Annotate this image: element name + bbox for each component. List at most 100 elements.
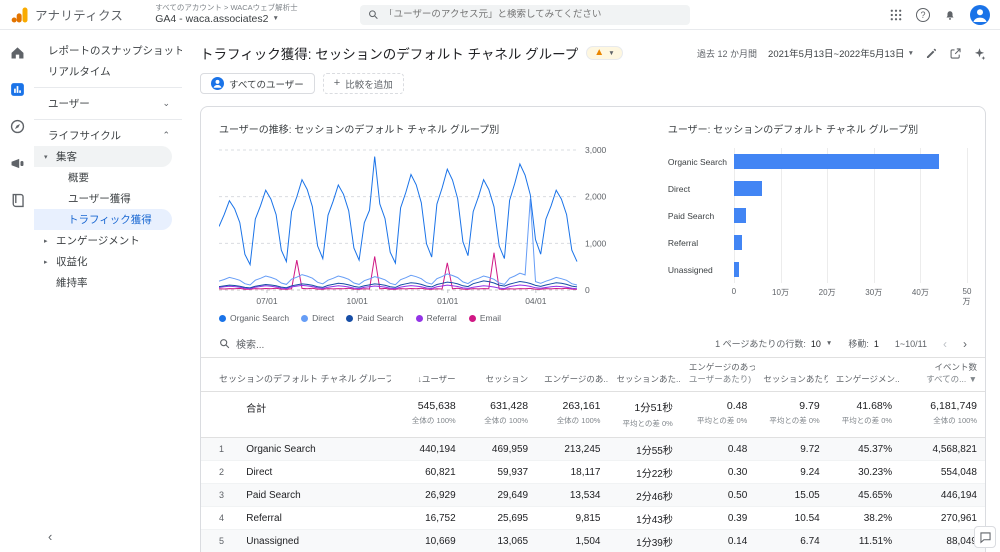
sidebar-item-traffic-acquisition[interactable]: トラフィック獲得 xyxy=(34,209,172,230)
bar-row xyxy=(734,202,967,229)
date-range-selector[interactable]: 2021年5月13日~2022年5月13日 ▼ xyxy=(768,46,914,60)
column-header[interactable]: セッションあた... xyxy=(608,358,680,392)
charts-row: ユーザーの推移: セッションのデフォルト チャネル グループ別 01,0002,… xyxy=(201,107,985,325)
column-header[interactable]: イベント数すべての... ▼ xyxy=(900,358,985,392)
date-preset-label: 過去 12 か月間 xyxy=(697,47,757,60)
search-icon xyxy=(368,9,378,20)
table-row: 5Unassigned10,66913,0651,5041分39秒0.146.7… xyxy=(201,530,985,552)
property-name: GA4 - waca.associates2 xyxy=(155,13,268,25)
cell-value: 15.05 xyxy=(755,484,827,507)
bar xyxy=(734,235,742,250)
sidebar-item-overview[interactable]: 概要 xyxy=(34,167,182,188)
sidebar-item-realtime[interactable]: リアルタイム xyxy=(34,61,182,82)
cell-value: 11.51% xyxy=(828,530,900,552)
sidebar-item-acquisition[interactable]: ▾ 集客 xyxy=(34,146,172,167)
legend-item[interactable]: Paid Search xyxy=(346,313,403,323)
x-axis-tick-label: 10/01 xyxy=(347,296,369,306)
sidebar-item-monetization[interactable]: ▸ 収益化 xyxy=(34,251,182,272)
feedback-button[interactable] xyxy=(974,526,996,548)
global-search[interactable] xyxy=(360,5,690,25)
dimension-header-label: セッションのデフォルト チャネル グループ xyxy=(219,374,391,384)
legend-item[interactable]: Referral xyxy=(416,313,457,323)
notifications-bell-icon[interactable] xyxy=(943,8,957,22)
bar xyxy=(734,208,747,223)
column-header[interactable]: セッション xyxy=(464,358,536,392)
line-series xyxy=(219,253,577,290)
analytics-logo[interactable]: アナリティクス xyxy=(10,5,123,25)
nav-rail xyxy=(0,30,34,552)
table-row: 4Referral16,75225,6959,8151分43秒0.3910.54… xyxy=(201,507,985,530)
column-header[interactable]: エンゲージメン... xyxy=(828,358,900,392)
plus-icon: + xyxy=(334,78,340,89)
total-value: 0.48平均との差 0% xyxy=(681,392,755,438)
edit-report-icon[interactable] xyxy=(925,47,938,60)
avatar[interactable] xyxy=(970,5,990,25)
sidebar-section-lifecycle[interactable]: ライフサイクル ⌃ xyxy=(34,124,182,146)
analytics-logo-icon xyxy=(10,5,30,25)
sidebar-item-user-acquisition[interactable]: ユーザー獲得 xyxy=(34,188,182,209)
sidebar-item-retention[interactable]: 維持率 xyxy=(34,272,182,293)
add-comparison-chip[interactable]: + 比較を追加 xyxy=(323,73,404,94)
cell-value: 469,959 xyxy=(464,438,536,461)
chip-label: 比較を追加 xyxy=(345,77,393,91)
column-header[interactable]: エンゲージのあっ...ユーザーあたり) xyxy=(681,358,755,392)
bar-category-label: Paid Search xyxy=(668,202,734,229)
cell-value: 0.39 xyxy=(681,507,755,530)
reports-icon[interactable] xyxy=(7,79,27,99)
goto-label: 移動: xyxy=(848,337,869,350)
sidebar-section-user[interactable]: ユーザー ⌄ xyxy=(34,92,182,114)
bar-chart: Organic SearchDirectPaid SearchReferralU… xyxy=(668,148,967,299)
cell-value: 2分46秒 xyxy=(608,484,680,507)
row-index: 3 xyxy=(201,484,238,507)
legend-label: Paid Search xyxy=(357,313,403,323)
account-path: すべてのアカウント > WACAウェブ解析士 xyxy=(155,4,297,13)
home-icon[interactable] xyxy=(7,42,27,62)
legend-item[interactable]: Organic Search xyxy=(219,313,289,323)
advertising-icon[interactable] xyxy=(7,153,27,173)
bar xyxy=(734,154,939,169)
totals-row: 合計 545,638全体の 100%631,428全体の 100%263,161… xyxy=(201,392,985,438)
chevron-down-icon: ▼ xyxy=(826,340,832,347)
total-value: 545,638全体の 100% xyxy=(391,392,463,438)
share-icon[interactable] xyxy=(949,47,962,60)
goto-page-input[interactable]: 移動: 1 xyxy=(848,337,879,350)
sidebar-item-snapshot[interactable]: レポートのスナップショット xyxy=(34,40,182,61)
column-header[interactable]: セッションあたり... xyxy=(755,358,827,392)
insights-icon[interactable] xyxy=(973,47,986,60)
column-header[interactable]: エンゲージのあ... xyxy=(536,358,608,392)
help-icon[interactable]: ? xyxy=(916,8,930,22)
cell-value: 1分39秒 xyxy=(608,530,680,552)
column-header[interactable]: ↓ユーザー xyxy=(391,358,463,392)
bar-chart-labels: Organic SearchDirectPaid SearchReferralU… xyxy=(668,148,734,299)
sidebar-item-label: リアルタイム xyxy=(48,64,111,79)
prev-page-icon[interactable]: ‹ xyxy=(943,337,947,351)
dimension-column-header[interactable]: セッションのデフォルト チャネル グループ ▼ + xyxy=(201,358,391,392)
table-search[interactable]: 検索... xyxy=(219,336,264,351)
rows-per-page-select[interactable]: 1 ページあたりの行数: 10 ▼ xyxy=(715,337,832,350)
legend-item[interactable]: Direct xyxy=(301,313,334,323)
data-quality-warning[interactable]: ▲ ▼ xyxy=(586,46,622,60)
column-header-label: イベント数 xyxy=(908,361,977,373)
apps-grid-icon[interactable] xyxy=(889,8,903,22)
legend-dot-icon xyxy=(219,315,226,322)
product-name: アナリティクス xyxy=(35,5,123,24)
report-header: トラフィック獲得: セッションのデフォルト チャネル グループ ▲ ▼ 過去 1… xyxy=(200,30,986,63)
legend-item[interactable]: Email xyxy=(469,313,501,323)
all-users-chip[interactable]: すべてのユーザー xyxy=(200,73,315,94)
column-header-label: ↓ユーザー xyxy=(399,373,455,385)
search-icon xyxy=(219,338,230,349)
search-input[interactable] xyxy=(384,9,682,20)
column-header-label: セッション xyxy=(472,373,528,385)
next-page-icon[interactable]: › xyxy=(963,337,967,351)
legend-label: Email xyxy=(480,313,501,323)
cell-value: 18,117 xyxy=(536,461,608,484)
row-index: 1 xyxy=(201,438,238,461)
sidebar-item-engagement[interactable]: ▸ エンゲージメント xyxy=(34,230,182,251)
cell-value: 0.30 xyxy=(681,461,755,484)
divider xyxy=(34,119,182,120)
explore-icon[interactable] xyxy=(7,116,27,136)
collapse-sidebar-button[interactable]: ‹ xyxy=(48,529,52,544)
line-chart-title: ユーザーの推移: セッションのデフォルト チャネル グループ別 xyxy=(219,121,638,136)
library-icon[interactable] xyxy=(7,190,27,210)
account-switcher[interactable]: すべてのアカウント > WACAウェブ解析士 GA4 - waca.associ… xyxy=(155,4,297,25)
